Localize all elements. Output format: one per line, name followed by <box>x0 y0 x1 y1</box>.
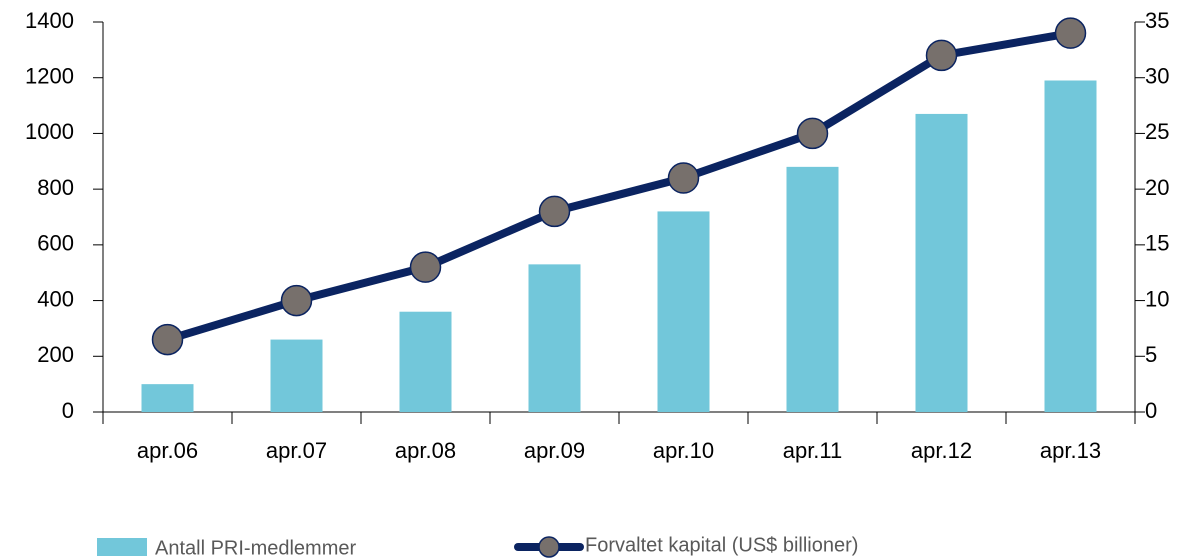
x-tick-label: apr.13 <box>1040 438 1101 463</box>
marker <box>409 251 442 283</box>
bar <box>399 311 452 412</box>
y2-tick-label: 35 <box>1145 8 1169 33</box>
y2-tick-label: 15 <box>1145 231 1169 256</box>
y2-tick-label: 30 <box>1145 64 1169 89</box>
x-tick-label: apr.06 <box>137 438 198 463</box>
bar <box>528 264 581 412</box>
legend-label: Forvaltet kapital (US$ billioner) <box>585 534 858 556</box>
y-tick-label: 400 <box>37 286 74 311</box>
bar <box>657 211 710 412</box>
y2-tick-label: 0 <box>1145 398 1157 423</box>
y-tick-label: 200 <box>37 342 74 367</box>
x-tick-label: apr.10 <box>653 438 714 463</box>
marker <box>538 195 571 228</box>
y2-tick-label: 10 <box>1145 286 1169 311</box>
bar <box>270 339 323 412</box>
y-tick-label: 1000 <box>25 119 74 144</box>
x-tick-label: apr.09 <box>524 438 585 463</box>
bar <box>141 384 194 412</box>
legend-label: Antall PRI-medlemmer <box>155 537 357 559</box>
y2-tick-label: 25 <box>1145 119 1169 144</box>
marker <box>151 323 184 356</box>
y-tick-label: 0 <box>62 398 74 423</box>
legend-swatch <box>97 538 147 556</box>
bar <box>915 113 968 412</box>
x-tick-label: apr.08 <box>395 438 456 463</box>
x-tick-label: apr.11 <box>783 438 843 463</box>
bar <box>1044 80 1097 412</box>
bar <box>786 166 839 412</box>
y2-tick-label: 5 <box>1145 342 1157 367</box>
marker <box>925 39 958 72</box>
marker <box>796 117 829 150</box>
marker <box>667 162 700 194</box>
x-tick-label: apr.07 <box>266 438 327 463</box>
marker <box>280 284 313 317</box>
x-tick-label: apr.12 <box>911 438 972 463</box>
marker <box>1054 17 1087 49</box>
y-tick-label: 800 <box>37 175 74 200</box>
y-tick-label: 1200 <box>25 64 74 89</box>
y2-tick-label: 20 <box>1145 175 1169 200</box>
line <box>166 29 1072 344</box>
y-tick-label: 600 <box>37 231 74 256</box>
y-tick-label: 1400 <box>25 8 74 33</box>
legend-marker <box>538 536 560 558</box>
